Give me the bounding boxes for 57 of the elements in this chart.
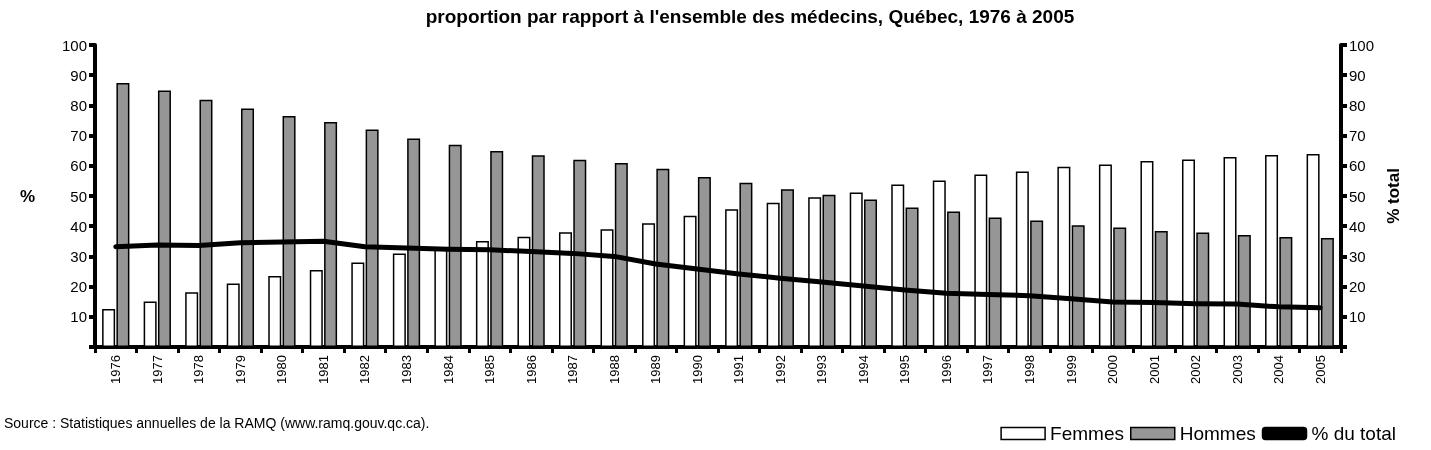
x-tick-label: 1976 <box>108 355 124 384</box>
y-tick-label: 60 <box>70 157 87 175</box>
x-tick-label: 1993 <box>814 355 830 384</box>
x-tick-label: 1992 <box>772 355 788 384</box>
y2-tick-label: 40 <box>1349 217 1366 235</box>
y2-axis-title: % total <box>1383 168 1403 224</box>
chart-title: proportion par rapport à l'ensemble des médecins, Québec, 1976 à 2005 <box>425 6 1075 27</box>
y-tick-label: 100 <box>61 36 87 54</box>
y-tick-label: 90 <box>70 66 87 84</box>
legend-label: Hommes <box>1179 423 1256 444</box>
y-tick-label: 40 <box>70 217 87 235</box>
y-tick-label: 80 <box>70 96 87 114</box>
x-tick-label: 1995 <box>897 355 913 384</box>
x-tick-label: 1998 <box>1022 355 1037 384</box>
x-tick-label: 1997 <box>980 355 996 384</box>
x-tick-label: 1983 <box>399 355 414 384</box>
y-tick-label: 50 <box>70 187 87 205</box>
y2-tick-label: 70 <box>1349 127 1366 145</box>
x-tick-label: 1991 <box>731 355 747 384</box>
y2-tick-label: 10 <box>1349 308 1366 326</box>
x-tick-label: 1996 <box>938 355 954 384</box>
y2-tick-label: 80 <box>1349 96 1366 114</box>
y-tick-label: 70 <box>70 127 87 145</box>
x-tick-label: 1988 <box>606 355 622 384</box>
source-note: Source : Statistiques annuelles de la RAMQ (www.ramq.gouv.qc.ca). <box>4 415 430 431</box>
x-tick-label: 1994 <box>855 355 871 384</box>
x-tick-label: 2005 <box>1312 355 1328 384</box>
x-tick-label: 1999 <box>1063 355 1079 384</box>
x-tick-label: 1982 <box>357 355 373 384</box>
x-tick-label: 2001 <box>1146 355 1162 384</box>
y2-tick-label: 100 <box>1349 36 1375 54</box>
x-tick-label: 1990 <box>689 355 705 384</box>
x-tick-label: 1981 <box>315 355 331 384</box>
legend-label: % du total <box>1311 423 1396 444</box>
y2-tick-label: 50 <box>1349 187 1366 205</box>
x-tick-label: 1977 <box>149 355 165 384</box>
y2-tick-label: 20 <box>1349 278 1366 296</box>
x-tick-label: 2004 <box>1271 355 1287 384</box>
y2-tick-label: 60 <box>1349 157 1366 175</box>
legend-label: Femmes <box>1050 423 1124 444</box>
y2-tick-label: 90 <box>1349 66 1366 84</box>
y-tick-label: 20 <box>70 278 87 296</box>
x-tick-label: 1985 <box>482 355 498 384</box>
x-tick-label: 1986 <box>523 355 539 384</box>
x-tick-label: 1987 <box>565 355 581 384</box>
x-tick-label: 2000 <box>1105 355 1121 384</box>
x-tick-label: 2003 <box>1229 355 1245 384</box>
y-tick-label: 30 <box>70 247 87 265</box>
y-tick-label: 10 <box>70 308 87 326</box>
y-axis-title: % <box>19 186 35 206</box>
x-tick-label: 1979 <box>232 355 248 384</box>
y2-tick-label: 30 <box>1349 247 1366 265</box>
x-tick-label: 2002 <box>1188 355 1204 384</box>
x-tick-label: 1980 <box>274 355 290 384</box>
x-tick-label: 1978 <box>191 355 207 384</box>
x-tick-label: 1984 <box>440 355 456 384</box>
x-tick-label: 1989 <box>648 355 664 384</box>
